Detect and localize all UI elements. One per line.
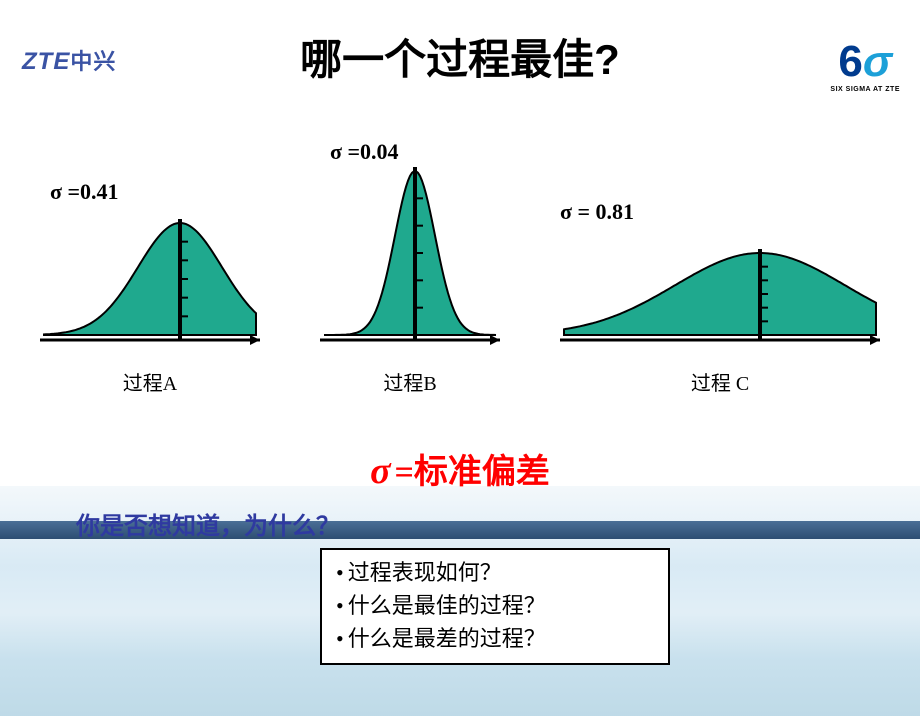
- proc-label-2: 过程 C: [691, 367, 749, 396]
- sigma-label-0: σ =0.41: [50, 179, 119, 205]
- chart-cell-1: σ =0.04 过程B: [320, 139, 500, 396]
- formula-equals: =: [395, 454, 414, 491]
- chart-cell-2: σ = 0.81 过程 C: [560, 199, 880, 396]
- answer-row-2: 什么是最差的过程？: [336, 622, 654, 655]
- formula: σ =标准偏差: [0, 444, 920, 493]
- sigma-label-1: σ =0.04: [330, 139, 399, 165]
- curve-svg-1: [320, 165, 500, 345]
- formula-text: 标准偏差: [414, 454, 550, 491]
- sigma-label-2: σ = 0.81: [560, 199, 634, 225]
- charts-row: σ =0.41过程Aσ =0.04过程Bσ = 0.81过程 C: [40, 186, 880, 396]
- answer-box: 过程表现如何？什么是最佳的过程？什么是最差的过程？: [320, 548, 670, 665]
- formula-sigma: σ: [370, 450, 390, 492]
- curve-svg-2: [560, 225, 880, 345]
- curve-svg-0: [40, 205, 260, 345]
- answer-row-1: 什么是最佳的过程？: [336, 589, 654, 622]
- proc-label-0: 过程A: [123, 367, 177, 396]
- chart-cell-0: σ =0.41 过程A: [40, 179, 260, 396]
- page-title: 哪一个过程最佳?: [0, 26, 920, 87]
- question-line: 你是否想知道，为什么？: [76, 506, 340, 541]
- logo-subtext: SIX SIGMA AT ZTE: [830, 86, 900, 93]
- proc-label-1: 过程B: [383, 367, 436, 396]
- answer-row-0: 过程表现如何？: [336, 556, 654, 589]
